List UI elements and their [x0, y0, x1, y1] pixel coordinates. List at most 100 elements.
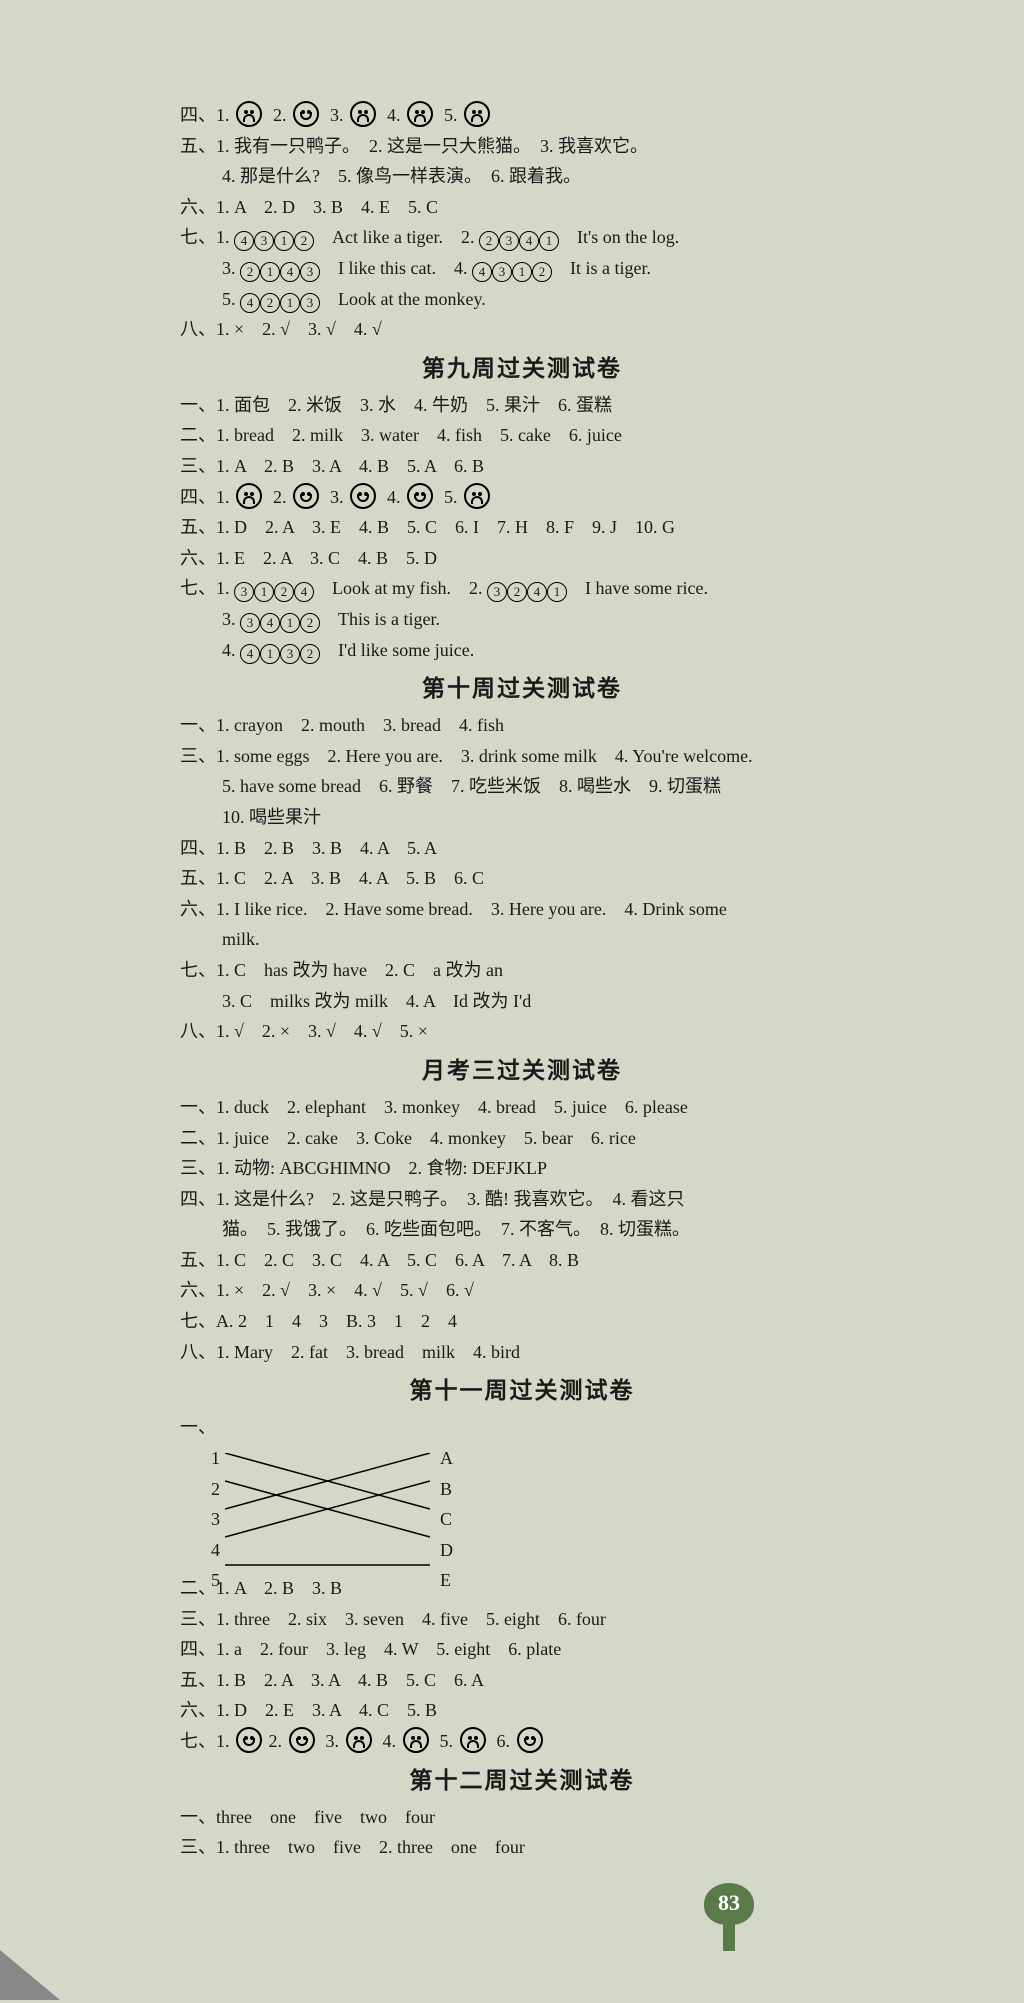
ans-line: 六、1. A 2. D 3. B 4. E 5. C	[180, 192, 864, 223]
match-right: D	[440, 1535, 453, 1566]
sad-face-icon	[350, 101, 376, 127]
ans-line: 一、1. duck 2. elephant 3. monkey 4. bread…	[180, 1092, 864, 1123]
circled-number-icon: 4	[280, 262, 300, 282]
section-heading: 第十二周过关测试卷	[180, 1761, 864, 1800]
circled-number-icon: 1	[260, 644, 280, 664]
tree-stem-icon	[723, 1923, 735, 1951]
section-label: 一、	[180, 395, 216, 415]
section-label: 五、	[180, 136, 216, 156]
ans-line: 五、1. D 2. A 3. E 4. B 5. C 6. I 7. H 8. …	[180, 512, 864, 543]
ans-line: 七、1. C has 改为 have 2. C a 改为 an	[180, 955, 864, 986]
circled-number-icon: 2	[507, 582, 527, 602]
section-label: 八、	[180, 1342, 216, 1362]
ans-line: milk.	[180, 924, 864, 955]
ans-line: 10. 喝些果汁	[180, 802, 864, 833]
section-label: 一、	[180, 1807, 216, 1827]
ans-line: 3. 2143 I like this cat. 4. 4312 It is a…	[180, 253, 864, 284]
section-label: 二、	[180, 1128, 216, 1148]
ans-line: 5. 4213 Look at the monkey.	[180, 284, 864, 315]
match-right: B	[440, 1474, 453, 1505]
circled-number-icon: 2	[532, 262, 552, 282]
section-label: 五、	[180, 868, 216, 888]
happy-face-icon	[289, 1727, 315, 1753]
circled-number-icon: 3	[499, 231, 519, 251]
sad-face-icon	[236, 483, 262, 509]
circled-number-icon: 2	[300, 613, 320, 633]
circled-number-icon: 3	[240, 613, 260, 633]
circled-number-icon: 1	[539, 231, 559, 251]
circled-number-icon: 3	[234, 582, 254, 602]
match-left: 2	[200, 1474, 220, 1505]
section-label: 三、	[180, 1837, 216, 1857]
ans-line: 三、1. A 2. B 3. A 4. B 5. A 6. B	[180, 451, 864, 482]
ans-line: 六、1. I like rice. 2. Have some bread. 3.…	[180, 894, 864, 925]
ans-line: 二、1. bread 2. milk 3. water 4. fish 5. c…	[180, 420, 864, 451]
ans-line: 八、1. Mary 2. fat 3. bread milk 4. bird	[180, 1337, 864, 1368]
circled-number-icon: 4	[527, 582, 547, 602]
sad-face-icon	[460, 1727, 486, 1753]
ans-line: 四、1. 2. 3. 4. 5.	[180, 482, 864, 513]
section-label: 七、	[180, 1311, 216, 1331]
ans-line: 五、1. 我有一只鸭子。 2. 这是一只大熊猫。 3. 我喜欢它。	[180, 131, 864, 162]
circled-number-icon: 3	[300, 293, 320, 313]
section-label: 六、	[180, 1700, 216, 1720]
sad-face-icon	[464, 483, 490, 509]
sad-face-icon	[407, 101, 433, 127]
ans-line: 七、1. 3124 Look at my fish. 2. 3241 I hav…	[180, 573, 864, 604]
ans-line: 一、1. 面包 2. 米饭 3. 水 4. 牛奶 5. 果汁 6. 蛋糕	[180, 390, 864, 421]
sad-face-icon	[346, 1727, 372, 1753]
section-label: 七、	[180, 1731, 216, 1751]
circled-number-icon: 1	[512, 262, 532, 282]
section-label: 七、	[180, 960, 216, 980]
ans-line: 七、1. 4312 Act like a tiger. 2. 2341 It's…	[180, 222, 864, 253]
circled-number-icon: 2	[260, 293, 280, 313]
section-label: 六、	[180, 899, 216, 919]
ans-line: 一、three one five two four	[180, 1802, 864, 1833]
ans-line: 4. 4132 I'd like some juice.	[180, 635, 864, 666]
circled-number-icon: 1	[260, 262, 280, 282]
ans-line: 五、1. C 2. A 3. B 4. A 5. B 6. C	[180, 863, 864, 894]
ans-line: 五、1. B 2. A 3. A 4. B 5. C 6. A	[180, 1665, 864, 1696]
circled-number-icon: 2	[294, 231, 314, 251]
happy-face-icon	[236, 1727, 262, 1753]
ans-line: 一、	[180, 1412, 864, 1443]
section-label: 三、	[180, 1609, 216, 1629]
section-label: 六、	[180, 1280, 216, 1300]
section-label: 六、	[180, 197, 216, 217]
section-label: 四、	[180, 838, 216, 858]
ans-line: 3. 3412 This is a tiger.	[180, 604, 864, 635]
matching-diagram: 1 2 3 4 5 A B C D E	[200, 1443, 500, 1573]
ans-line: 二、1. juice 2. cake 3. Coke 4. monkey 5. …	[180, 1123, 864, 1154]
page-number: 83	[704, 1883, 754, 1925]
section-label: 七、	[180, 227, 216, 247]
circled-number-icon: 3	[280, 644, 300, 664]
ans-line: 四、1. 这是什么? 2. 这是只鸭子。 3. 酷! 我喜欢它。 4. 看这只	[180, 1184, 864, 1215]
circled-number-icon: 4	[472, 262, 492, 282]
circled-number-icon: 1	[280, 613, 300, 633]
ans-line: 猫。 5. 我饿了。 6. 吃些面包吧。 7. 不客气。 8. 切蛋糕。	[180, 1214, 864, 1245]
match-left: 4	[200, 1535, 220, 1566]
circled-number-icon: 3	[487, 582, 507, 602]
section-label: 三、	[180, 746, 216, 766]
ans-line: 六、1. × 2. √ 3. × 4. √ 5. √ 6. √	[180, 1275, 864, 1306]
circled-number-icon: 1	[274, 231, 294, 251]
page-number-badge: 83	[180, 1883, 864, 1943]
ans-line: 二、1. A 2. B 3. B	[180, 1573, 864, 1604]
circled-number-icon: 4	[519, 231, 539, 251]
ans-line: 五、1. C 2. C 3. C 4. A 5. C 6. A 7. A 8. …	[180, 1245, 864, 1276]
section-label: 二、	[180, 425, 216, 445]
ans-line: 四、1. a 2. four 3. leg 4. W 5. eight 6. p…	[180, 1634, 864, 1665]
happy-face-icon	[293, 101, 319, 127]
section-heading: 第九周过关测试卷	[180, 349, 864, 388]
page-curl-icon	[0, 1950, 60, 2000]
circled-number-icon: 1	[254, 582, 274, 602]
match-right: C	[440, 1504, 453, 1535]
circled-number-icon: 3	[300, 262, 320, 282]
happy-face-icon	[350, 483, 376, 509]
sad-face-icon	[236, 101, 262, 127]
section-label: 四、	[180, 1639, 216, 1659]
section-label: 一、	[180, 1417, 216, 1437]
ans-line: 七、1. 2. 3. 4. 5. 6.	[180, 1726, 864, 1757]
section-label: 四、	[180, 1189, 216, 1209]
ans-line: 六、1. E 2. A 3. C 4. B 5. D	[180, 543, 864, 574]
